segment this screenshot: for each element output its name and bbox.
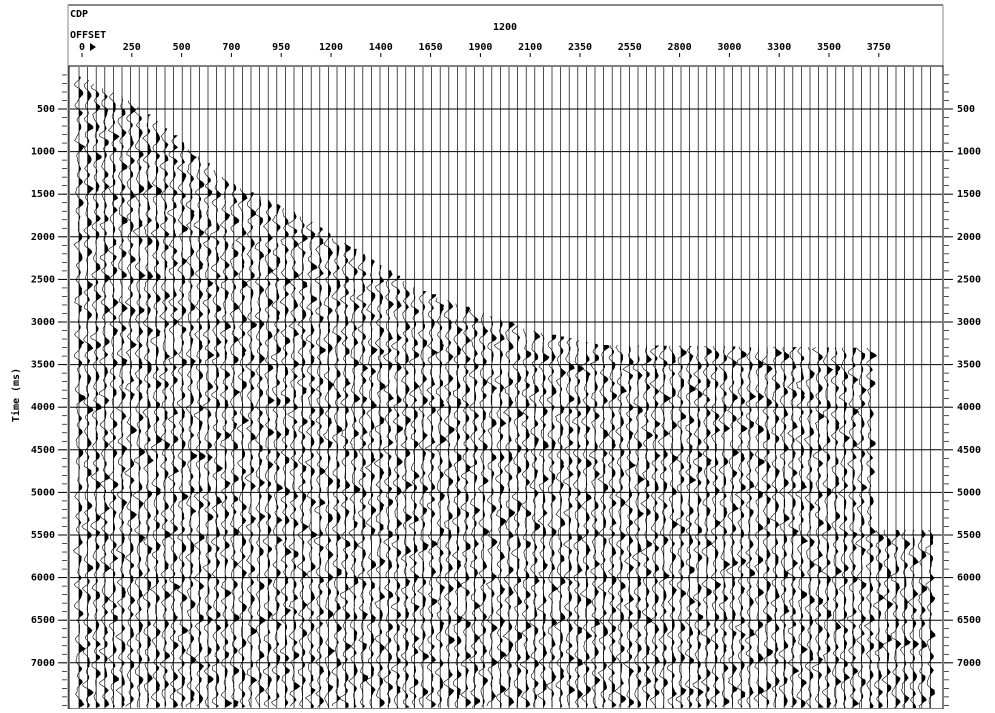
offset-tick-label: 1400 [369,42,393,53]
y-tick-label-right: 3500 [957,360,981,371]
y-tick-label: 4000 [31,402,55,413]
offset-label: OFFSET [70,30,106,41]
y-tick-label-right: 6000 [957,573,981,584]
offset-tick-label: 250 [123,42,141,53]
offset-tick-label: 3000 [717,42,741,53]
y-tick-label-right: 4000 [957,402,981,413]
seismic-display: CDP 1200 OFFSET Time (ms) 500 500 1000 1000… [0,0,995,709]
y-tick-label: 2000 [31,232,55,243]
offset-tick-label: 3300 [767,42,791,53]
offset-tick-label: 1900 [468,42,492,53]
y-tick-label-right: 2500 [957,274,981,285]
y-tick-label-right: 500 [957,104,975,115]
offset-tick-label: 2550 [618,42,642,53]
y-tick-label-right: 4500 [957,445,981,456]
y-tick-label: 500 [37,104,55,115]
offset-tick-label: 2350 [568,42,592,53]
y-tick-label-right: 5000 [957,487,981,498]
y-tick-label-right: 1000 [957,147,981,158]
offset-tick-label: 1650 [419,42,443,53]
offset-tick-label: 3750 [867,42,891,53]
offset-tick-label: 2100 [518,42,542,53]
offset-tick-label: 3500 [817,42,841,53]
offset-tick-label: 1200 [319,42,343,53]
y-tick-label-right: 6500 [957,615,981,626]
offset-tick-label: 950 [272,42,290,53]
y-tick-label: 6000 [31,573,55,584]
y-tick-label: 5500 [31,530,55,541]
y-tick-label: 3500 [31,360,55,371]
y-tick-label-right: 5500 [957,530,981,541]
offset-tick-label: 700 [222,42,240,53]
offset-tick-label: 500 [173,42,191,53]
y-tick-label: 7000 [31,658,55,669]
offset-tick-label: 0 [79,42,85,53]
y-tick-label: 1500 [31,189,55,200]
y-tick-label: 1000 [31,147,55,158]
y-tick-label-right: 3000 [957,317,981,328]
page: CDP 1200 OFFSET Time (ms) 500 500 1000 1000… [0,0,995,713]
y-tick-label: 6500 [31,615,55,626]
offset-tick-label: 2800 [668,42,692,53]
y-axis-label: Time (ms) [10,368,22,422]
y-tick-label-right: 7000 [957,658,981,669]
cdp-value: 1200 [493,22,517,33]
y-tick-label-right: 1500 [957,189,981,200]
y-tick-label: 3000 [31,317,55,328]
y-tick-label-right: 2000 [957,232,981,243]
y-tick-label: 5000 [31,487,55,498]
y-tick-label: 2500 [31,274,55,285]
y-tick-label: 4500 [31,445,55,456]
cdp-label: CDP [70,9,88,20]
